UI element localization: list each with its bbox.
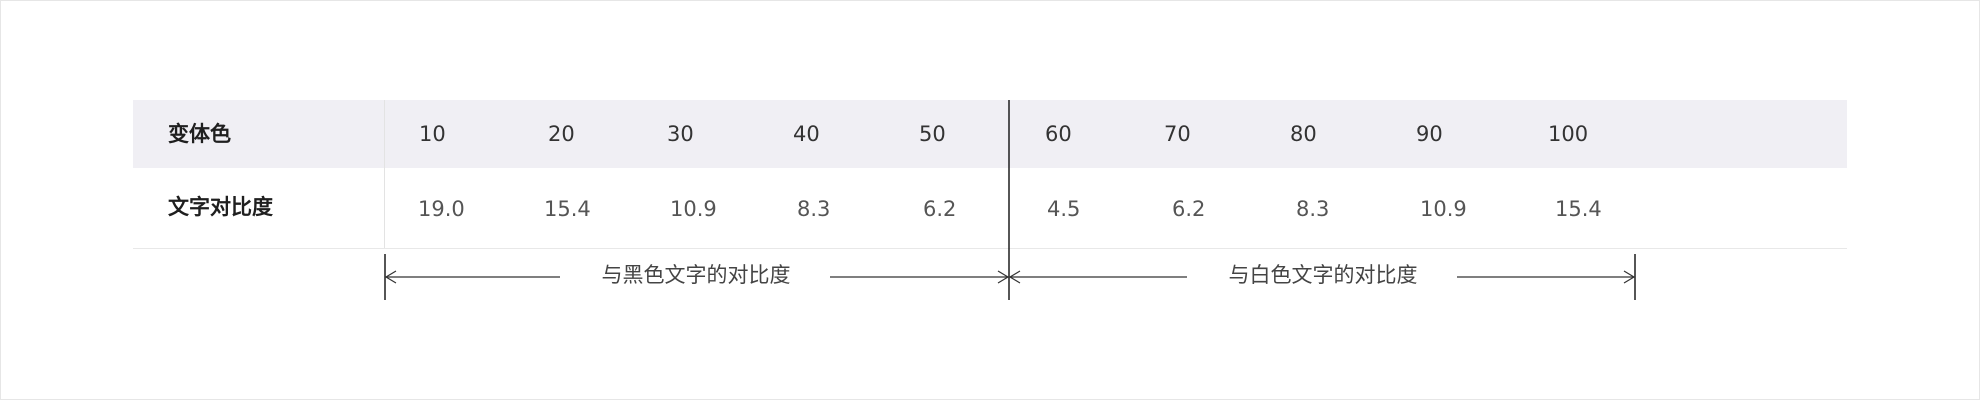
row-divider: [133, 248, 1847, 249]
variant-70: 70: [1164, 122, 1191, 146]
contrast-value-40: 8.3: [797, 197, 831, 221]
contrast-value-60: 4.5: [1047, 197, 1081, 221]
black-range-right-arrowhead: [997, 270, 1010, 284]
contrast-table: 变体色 文字对比度 10 20 30 40 50 60 70 80 90 100…: [133, 100, 1847, 250]
white-text-contrast-caption: 与白色文字的对比度: [1218, 262, 1428, 288]
contrast-value-20: 15.4: [544, 197, 591, 221]
header-row-label: 变体色: [168, 122, 231, 146]
variant-60: 60: [1045, 122, 1072, 146]
contrast-value-90: 10.9: [1420, 197, 1467, 221]
variant-50: 50: [919, 122, 946, 146]
contrast-value-100: 15.4: [1555, 197, 1602, 221]
contrast-row-label: 文字对比度: [168, 195, 273, 219]
variant-80: 80: [1290, 122, 1317, 146]
black-text-contrast-caption: 与黑色文字的对比度: [591, 262, 801, 288]
black-range-left-arrowhead: [384, 270, 397, 284]
white-range-left-arrowhead: [1008, 270, 1021, 284]
variant-40: 40: [793, 122, 820, 146]
variant-30: 30: [667, 122, 694, 146]
variant-100: 100: [1548, 122, 1589, 146]
contrast-value-30: 10.9: [670, 197, 717, 221]
contrast-value-80: 8.3: [1296, 197, 1330, 221]
white-range-right-arrowhead: [1623, 270, 1636, 284]
contrast-value-50: 6.2: [923, 197, 957, 221]
variant-20: 20: [548, 122, 575, 146]
variant-90: 90: [1416, 122, 1443, 146]
variant-10: 10: [419, 122, 446, 146]
header-row: [133, 100, 1847, 168]
contrast-value-10: 19.0: [418, 197, 465, 221]
label-column-divider: [384, 100, 385, 249]
contrast-value-70: 6.2: [1172, 197, 1206, 221]
